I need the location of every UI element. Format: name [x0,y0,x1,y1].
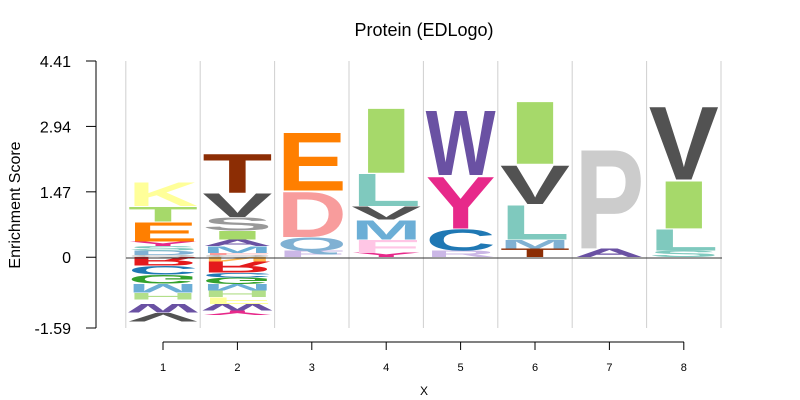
logo-letter-f: F [202,252,272,255]
logo-letter-i: I [128,298,198,305]
logo-letter-l: L [649,223,719,258]
logo-letter-i: I [649,167,719,243]
logo-letter-v: V [500,154,570,216]
position-separators [125,61,722,328]
logo-letter-g: G [128,272,198,286]
logo-letter-i: I [500,83,570,183]
logo-letter-c: C [202,271,272,278]
logo-letter-d: D [277,179,347,251]
logo-letter-m: M [202,244,272,254]
logo-letter-i: I [202,228,272,242]
y-tick-label: 2.94 [40,119,71,136]
y-axis-ticks: -1.59 0 1.47 2.94 4.41 [35,54,96,338]
logo-letter-w: W [426,91,497,195]
logo-letter-c: C [128,263,198,277]
x-tick-label: 7 [606,362,612,374]
logo-letter-a: A [202,238,272,248]
logo-letter-m: M [202,282,272,292]
logo-letter-e: E [128,217,198,248]
logo-letter-v: V [351,203,421,224]
logo-letter-t: T [202,143,272,205]
logo-letter-i: I [351,89,421,193]
logo-letter-c: C [426,223,496,257]
logo-letter-t: T [500,246,570,260]
logo-letter-m: M [500,237,570,251]
x-tick-label: 4 [383,362,389,374]
logo-letter-l: L [351,164,421,216]
logo-letter-g: G [202,275,272,285]
logo-letter-n: N [202,256,272,263]
logo-letter-q: Q [128,254,198,257]
x-axis-title: X [420,384,428,398]
logo-letter-y: Y [351,252,421,259]
logo-letter-w: W [128,301,199,315]
x-tick-label: 1 [160,362,166,374]
logo-letter-q: Q [202,254,272,257]
x-tick-label: 8 [681,362,687,374]
y-tick-label: 1.47 [40,185,71,202]
chart-title: Protein (EDLogo) [354,20,493,40]
logo-letter-s: S [202,214,272,235]
logo-letter-r: R [426,249,496,259]
y-tick-label: -1.59 [35,321,72,338]
logo-letter-q: Q [277,234,347,255]
y-axis-title: Enrichment Score [7,141,24,268]
logo-letters: QDSYETKRCGMHIWVQFMAISVTNRCGMHFWYFQDEYFMV… [128,83,719,324]
logo-letter-h: H [128,291,198,301]
logo-letter-r: R [202,258,272,275]
logo-letter-v: V [128,310,198,324]
logo-letter-v: V [202,186,272,224]
y-tick-label: 0 [62,250,71,267]
logo-letter-l: L [500,195,570,250]
x-tick-label: 2 [234,362,240,374]
logo-letter-s: S [649,249,719,259]
logo-letter-m: M [351,215,421,246]
x-tick-label: 5 [458,362,464,374]
logo-letter-f: F [277,249,347,259]
logo-letter-a: A [574,246,644,260]
logo-letter-d: D [128,249,198,256]
logo-letter-p: P [574,121,644,279]
logo-letter-f: F [351,236,421,257]
x-tick-label: 3 [309,362,315,374]
logo-letter-y: Y [202,309,272,316]
logo-letter-e: E [277,116,347,209]
logo-letter-s: S [128,245,198,252]
logo-letter-m: M [128,281,198,295]
logo-letter-h: H [202,289,272,299]
x-tick-label: 6 [532,362,538,374]
y-tick-label: 4.41 [40,54,71,71]
logo-letter-f: F [202,295,272,305]
logo-letter-k: K [128,176,198,214]
logo-letter-v: V [649,85,719,202]
logo-letter-y: Y [128,241,198,248]
logo-letter-t: T [128,202,198,226]
logo-letter-w: W [202,302,272,312]
x-axis-ticks: 1 2 3 4 5 6 7 8 [160,342,687,374]
logo-letter-y: Y [426,162,496,244]
